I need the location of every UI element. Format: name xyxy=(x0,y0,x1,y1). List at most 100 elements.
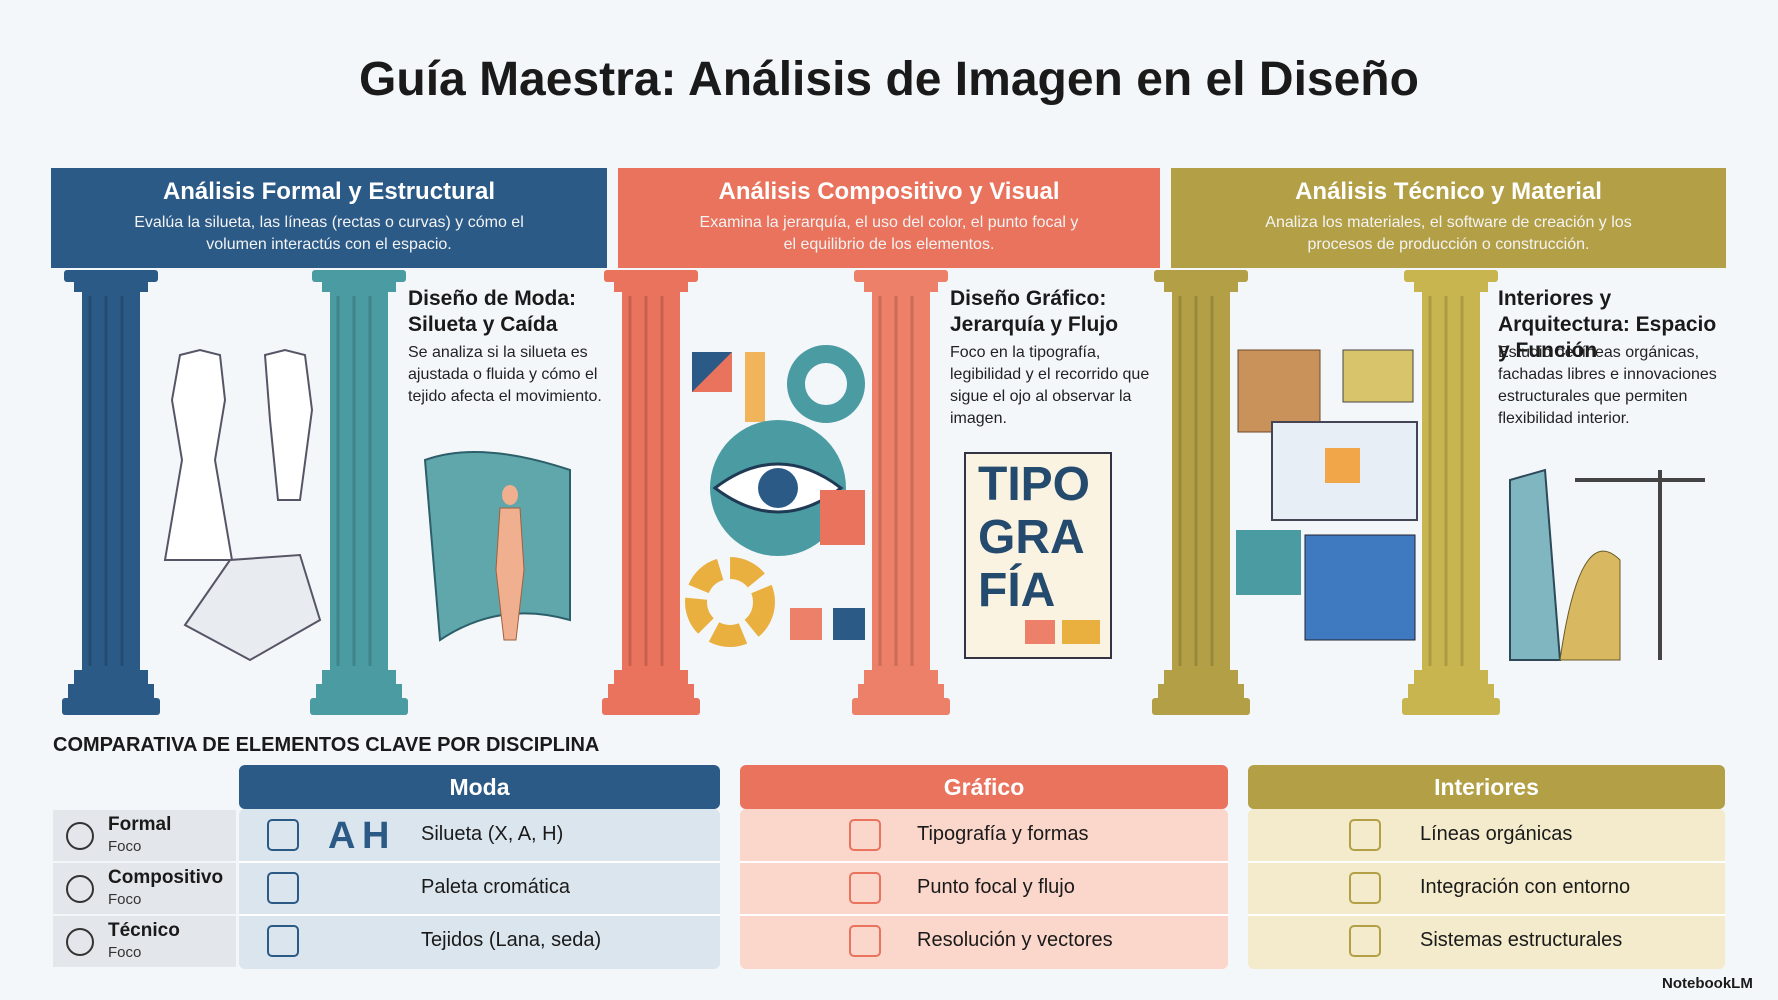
pillar-capital xyxy=(1164,282,1238,292)
pillar-base xyxy=(858,684,944,698)
donut xyxy=(787,345,865,423)
section-header-bg xyxy=(618,168,1160,268)
square xyxy=(1325,448,1360,483)
section-header: Análisis Formal y Estructural xyxy=(162,178,496,205)
pillar-capital xyxy=(64,270,158,282)
cell-icon xyxy=(1349,925,1381,957)
column-header-bg xyxy=(740,765,1228,809)
pillar-base xyxy=(852,698,950,715)
cell-text: Tejidos (Lana, seda) xyxy=(421,929,602,951)
iris xyxy=(758,468,798,508)
cell-text: Resolución y vectores xyxy=(917,929,1113,951)
row-label-bg xyxy=(53,863,236,914)
wood xyxy=(1237,349,1321,433)
textile xyxy=(1236,530,1301,595)
section-text: Estudio de líneas orgánicas, fachadas li… xyxy=(1498,344,1717,427)
swatch xyxy=(1025,620,1055,644)
building-curve xyxy=(1559,550,1621,661)
cell-icon xyxy=(1349,872,1381,904)
column-header-bg xyxy=(239,765,720,809)
section-subtitle: Diseño de Moda: Silueta y Caída xyxy=(408,287,577,336)
figure xyxy=(502,485,518,505)
pillar-base xyxy=(62,698,160,715)
swatch xyxy=(1062,620,1100,644)
pillar-capital xyxy=(1154,270,1248,282)
cell-icon xyxy=(267,872,299,904)
section-header: Análisis Compositivo y Visual xyxy=(718,178,1060,205)
row-icon xyxy=(66,875,94,903)
pillar xyxy=(852,270,950,715)
pillar-base xyxy=(608,684,694,698)
column-header: Moda xyxy=(449,774,510,800)
section-description: Examina la jerarquía, el uso del color, … xyxy=(699,214,1079,253)
section-description: Evalúa la silueta, las líneas (rectas o … xyxy=(134,214,524,253)
building xyxy=(1509,468,1562,661)
pillar-shaft xyxy=(1422,292,1480,670)
pillar-base xyxy=(74,670,148,684)
cell-icon xyxy=(849,872,881,904)
dress-form xyxy=(263,348,314,501)
column-header: Gráfico xyxy=(943,774,1025,800)
pillar-capital xyxy=(74,282,148,292)
pillar-capital xyxy=(854,270,948,282)
fabric-swatch xyxy=(1342,349,1414,403)
cell-text: Tipografía y formas xyxy=(917,823,1089,845)
pillar-base xyxy=(1408,684,1494,698)
row-label-bg xyxy=(53,810,236,861)
pillar-base xyxy=(310,698,408,715)
pillar-capital xyxy=(1414,282,1488,292)
dress-form xyxy=(163,348,234,561)
pillar-base xyxy=(602,698,700,715)
section-text: Foco en la tipografía, legibilidad y el … xyxy=(950,344,1150,427)
pillar-shaft xyxy=(622,292,680,670)
pillar xyxy=(310,270,408,715)
pillar xyxy=(62,270,160,715)
poster-text: FÍA xyxy=(978,563,1055,617)
color-wheel xyxy=(685,557,775,647)
shape xyxy=(692,352,732,392)
cell-text: Silueta (X, A, H) xyxy=(421,823,564,845)
row-label: Técnico xyxy=(108,920,180,941)
swatch xyxy=(833,608,865,640)
pillar-base xyxy=(614,670,688,684)
draped-sculpture xyxy=(183,553,322,662)
section-header-bg xyxy=(51,168,607,268)
cell-text: Paleta cromática xyxy=(421,876,570,898)
row-icon xyxy=(66,928,94,956)
row-label: Formal xyxy=(108,814,172,835)
poster-text: GRA xyxy=(978,511,1085,564)
pillar-shaft xyxy=(1172,292,1230,670)
pillar-base xyxy=(68,684,154,698)
cell-text: Punto focal y flujo xyxy=(917,876,1075,898)
pillar-shaft xyxy=(872,292,930,670)
row-sublabel: Foco xyxy=(108,838,142,855)
section-text: Se analiza si la silueta es ajustada o f… xyxy=(408,344,602,405)
comparison-title: COMPARATIVA DE ELEMENTOS CLAVE POR DISCI… xyxy=(53,734,600,756)
cell-icon xyxy=(267,819,299,851)
pillar-base xyxy=(1414,670,1488,684)
pillar-capital xyxy=(312,270,406,282)
column-header: Interiores xyxy=(1434,774,1539,800)
pillar-capital xyxy=(604,270,698,282)
pillar-capital xyxy=(614,282,688,292)
pillar-base xyxy=(1402,698,1500,715)
row-icon xyxy=(66,822,94,850)
pillar-base xyxy=(1158,684,1244,698)
swatch xyxy=(790,608,822,640)
section-header: Análisis Técnico y Material xyxy=(1295,178,1602,205)
pillar-capital xyxy=(322,282,396,292)
pillar-base xyxy=(322,670,396,684)
section-header-bg xyxy=(1171,168,1726,268)
cell-text: Integración con entorno xyxy=(1420,876,1631,898)
pillar-base xyxy=(864,670,938,684)
row-sublabel: Foco xyxy=(108,944,142,961)
row-label: Compositivo xyxy=(108,867,224,888)
pillar-base xyxy=(1152,698,1250,715)
cell-icon xyxy=(849,925,881,957)
section-subtitle: Interiores y Arquitectura: Espacio y Fun… xyxy=(1498,287,1717,362)
cell-text: Sistemas estructurales xyxy=(1420,929,1623,951)
